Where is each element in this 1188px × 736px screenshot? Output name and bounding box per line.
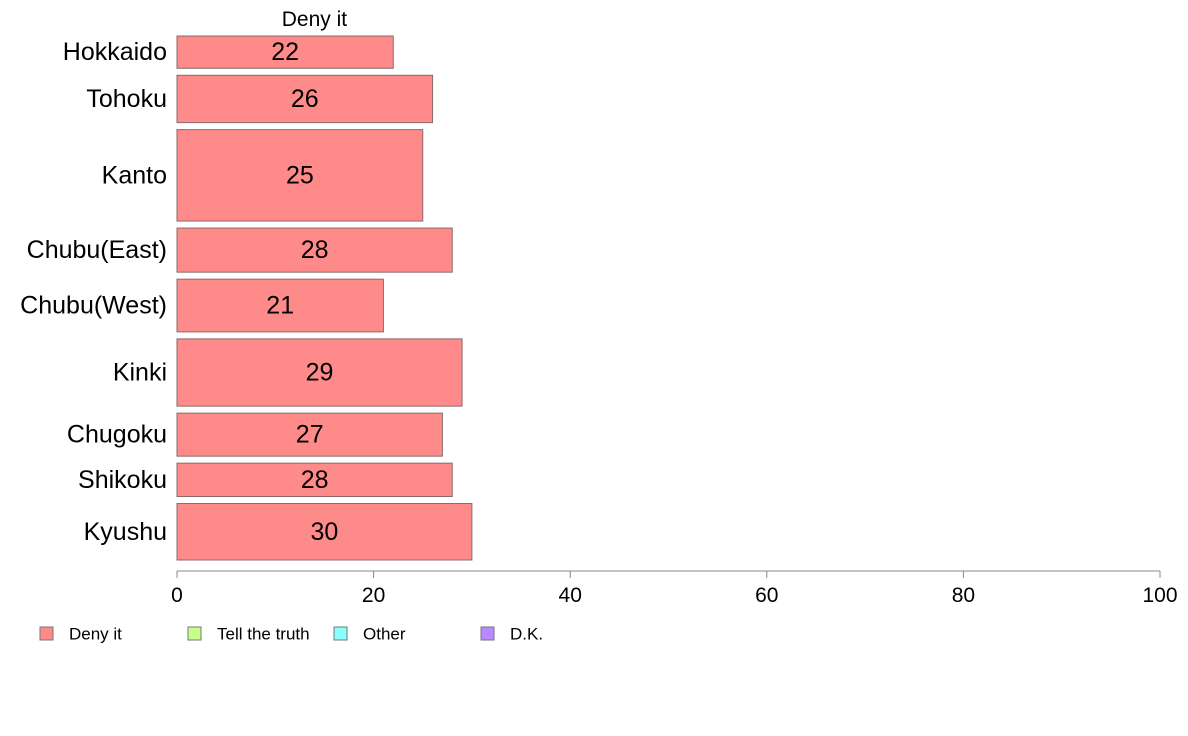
x-tick-label: 60: [755, 584, 778, 607]
x-tick-label: 100: [1142, 584, 1177, 607]
data-label: 28: [301, 466, 329, 494]
bar-segment: [176, 227, 453, 273]
data-label: 30: [311, 518, 339, 546]
legend-swatch: [187, 626, 202, 641]
data-label: 28: [301, 236, 329, 264]
category-label: Chugoku: [67, 421, 167, 449]
data-label: 25: [286, 161, 314, 189]
category-label: Tohoku: [86, 85, 167, 113]
category-label: Shikoku: [78, 466, 167, 494]
bar-segment: [176, 35, 394, 69]
bar-segment: [176, 503, 473, 561]
x-axis: 0 20 40 60 80 100: [171, 570, 1178, 607]
bars-group: Hokkaido 22 Tohoku 26 Kanto 25 Chubu(East) 28 Ch…: [20, 35, 473, 561]
x-tick-label: 40: [559, 584, 582, 607]
bar-segment: [176, 74, 434, 124]
category-label: Chubu(West): [20, 292, 167, 320]
bar-segment: [176, 412, 443, 457]
legend-swatch: [39, 626, 54, 641]
data-label: 26: [291, 85, 319, 113]
x-tick-label: 20: [362, 584, 385, 607]
series-title: Deny it: [282, 8, 348, 31]
legend-label: Other: [363, 625, 406, 644]
data-label: 21: [266, 292, 294, 320]
bar-segment: [176, 278, 384, 333]
category-label: Kyushu: [84, 518, 167, 546]
category-label: Chubu(East): [27, 236, 167, 264]
category-label: Kanto: [102, 161, 167, 189]
bar-segment: [176, 338, 463, 407]
category-label: Kinki: [113, 359, 167, 387]
legend-label: Deny it: [69, 625, 122, 644]
legend-label: D.K.: [510, 625, 543, 644]
data-label: 22: [271, 38, 299, 66]
legend: Deny it Tell the truth Other D.K.: [39, 625, 543, 644]
x-tick-label: 80: [952, 584, 975, 607]
data-label: 27: [296, 421, 324, 449]
legend-swatch: [333, 626, 348, 641]
category-label: Hokkaido: [63, 38, 167, 66]
legend-label: Tell the truth: [217, 625, 310, 644]
x-tick-label: 0: [171, 584, 183, 607]
bar-segment: [176, 462, 453, 498]
data-label: 29: [306, 359, 334, 387]
legend-swatch: [480, 626, 495, 641]
bar-segment: [176, 129, 424, 222]
